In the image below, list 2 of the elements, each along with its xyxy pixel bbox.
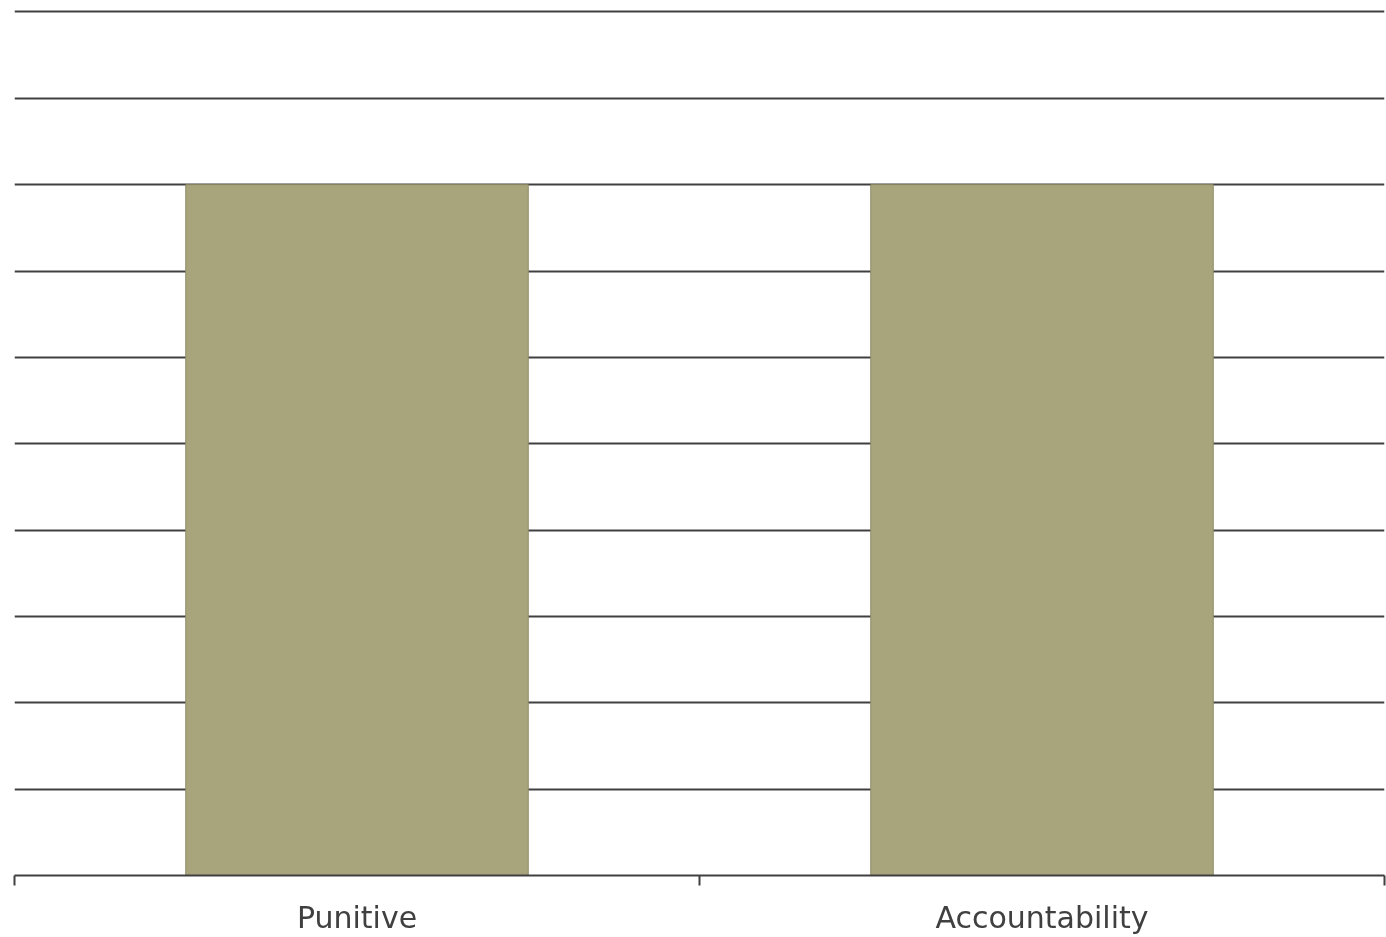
x-tick-label: Accountability: [935, 899, 1149, 935]
x-tick-label: Punitive: [296, 899, 418, 935]
